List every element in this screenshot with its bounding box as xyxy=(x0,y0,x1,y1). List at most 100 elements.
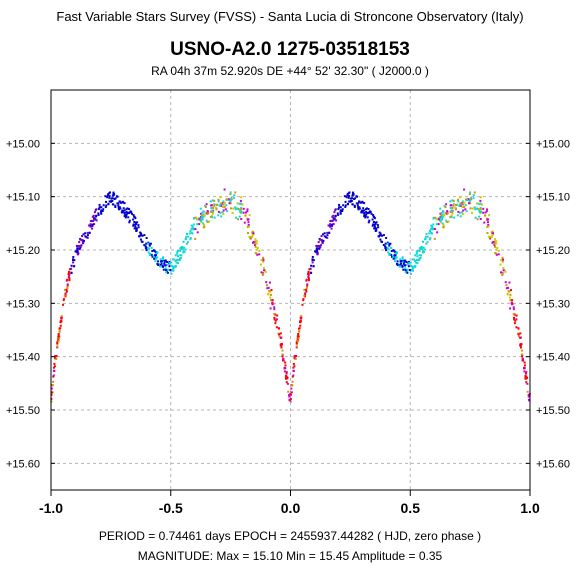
data-point xyxy=(296,335,299,338)
data-point xyxy=(307,275,310,278)
data-point xyxy=(451,204,454,207)
data-point xyxy=(335,219,338,222)
data-point xyxy=(245,211,248,214)
data-point xyxy=(65,288,68,291)
y-tick-label-left: +15.20 xyxy=(6,245,40,257)
data-point xyxy=(422,240,425,243)
data-point xyxy=(420,247,423,250)
data-point xyxy=(260,259,263,262)
data-point xyxy=(108,194,111,197)
data-point xyxy=(125,214,128,217)
data-point xyxy=(297,336,300,339)
data-point xyxy=(126,212,129,215)
data-point xyxy=(418,249,421,252)
data-point xyxy=(192,217,195,220)
data-point xyxy=(93,218,96,221)
data-point xyxy=(290,387,293,390)
data-point xyxy=(210,206,213,209)
data-point xyxy=(221,211,224,214)
data-point xyxy=(161,265,164,268)
data-point xyxy=(77,247,80,250)
data-point xyxy=(380,240,383,243)
data-point xyxy=(524,377,527,380)
data-point xyxy=(492,241,495,244)
data-point xyxy=(458,203,461,206)
survey-title: Fast Variable Stars Survey (FVSS) - Sant… xyxy=(56,9,524,24)
data-point xyxy=(323,235,326,238)
data-point xyxy=(461,211,464,214)
data-point xyxy=(211,216,214,219)
data-point xyxy=(120,201,123,204)
y-tick-label-right: +15.00 xyxy=(536,138,570,150)
data-point xyxy=(449,215,452,218)
data-point xyxy=(479,199,482,202)
data-point xyxy=(89,225,92,228)
data-point xyxy=(170,261,173,264)
data-point xyxy=(339,212,342,215)
data-point xyxy=(440,217,443,220)
data-point xyxy=(124,216,127,219)
data-point xyxy=(425,242,428,245)
data-point xyxy=(189,238,192,241)
data-point xyxy=(455,204,458,207)
data-point xyxy=(239,199,242,202)
data-point xyxy=(73,259,76,262)
data-point xyxy=(472,197,475,200)
data-point xyxy=(251,231,254,234)
data-point xyxy=(361,200,364,203)
data-point xyxy=(517,333,520,336)
data-point xyxy=(57,335,60,338)
data-point xyxy=(56,342,59,345)
data-point xyxy=(521,353,524,356)
data-point xyxy=(200,214,203,217)
data-point xyxy=(246,210,249,213)
data-point xyxy=(60,315,63,318)
data-point xyxy=(271,299,274,302)
data-point xyxy=(490,235,493,238)
data-point xyxy=(484,211,487,214)
data-point xyxy=(476,202,479,205)
data-point xyxy=(240,196,243,199)
data-point xyxy=(317,247,320,250)
data-point xyxy=(479,202,482,205)
data-point xyxy=(452,203,455,206)
data-point xyxy=(486,218,489,221)
data-point xyxy=(209,215,212,218)
data-point xyxy=(468,193,471,196)
data-point xyxy=(519,332,522,335)
data-point xyxy=(202,213,205,216)
data-point xyxy=(275,326,278,329)
data-point xyxy=(478,208,481,211)
data-point xyxy=(213,216,216,219)
data-point xyxy=(60,320,63,323)
data-point xyxy=(89,224,92,227)
data-point xyxy=(351,203,354,206)
data-point xyxy=(342,204,345,207)
data-point xyxy=(292,366,295,369)
data-point xyxy=(56,341,59,344)
data-point xyxy=(223,201,226,204)
data-point xyxy=(372,221,375,224)
data-point xyxy=(315,251,318,254)
data-point xyxy=(307,274,310,277)
data-point xyxy=(401,256,404,259)
data-point xyxy=(190,227,193,230)
data-point xyxy=(222,206,225,209)
data-point xyxy=(363,202,366,205)
data-point xyxy=(72,261,75,264)
data-point xyxy=(166,261,169,264)
data-point xyxy=(123,215,126,218)
data-point xyxy=(429,237,432,240)
data-point xyxy=(332,218,335,221)
data-point xyxy=(234,208,237,211)
data-point xyxy=(527,395,530,398)
data-point xyxy=(341,208,344,211)
data-point xyxy=(148,242,151,245)
data-point xyxy=(486,232,489,235)
data-point xyxy=(89,223,92,226)
data-point xyxy=(450,204,453,207)
data-point xyxy=(106,194,109,197)
data-point xyxy=(305,290,308,293)
data-point xyxy=(411,258,414,261)
data-point xyxy=(215,204,218,207)
